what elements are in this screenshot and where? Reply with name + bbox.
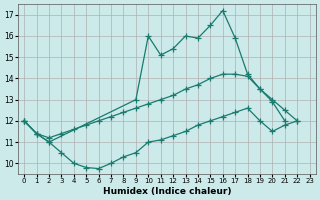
- X-axis label: Humidex (Indice chaleur): Humidex (Indice chaleur): [103, 187, 231, 196]
